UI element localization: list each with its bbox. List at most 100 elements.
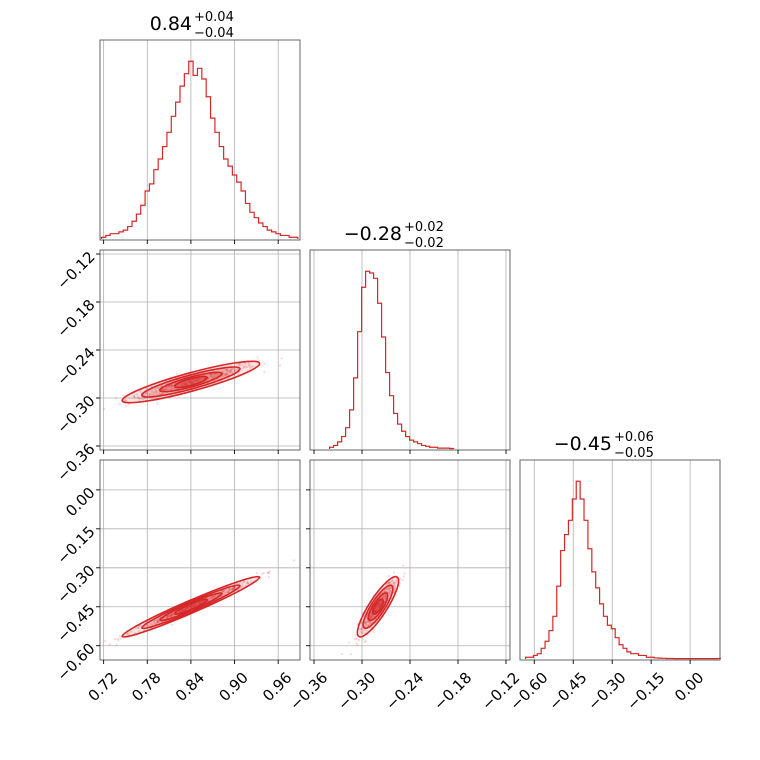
scatter-point (356, 643, 359, 647)
scatter-point (170, 387, 173, 390)
scatter-point (378, 603, 381, 607)
scatter-point (184, 608, 187, 611)
scatter-point (170, 614, 173, 617)
scatter-point (382, 596, 385, 599)
scatter-point (293, 559, 296, 562)
scatter-point (124, 405, 127, 408)
scatter-point (384, 594, 387, 597)
scatter-point (364, 640, 367, 643)
scatter-point (188, 380, 192, 383)
scatter-point (122, 394, 125, 397)
scatter-point (157, 617, 160, 620)
scatter-point (394, 585, 397, 588)
scatter-point (158, 393, 162, 396)
scatter-point (386, 590, 389, 593)
scatter-point (241, 582, 244, 585)
scatter-point (188, 605, 191, 608)
scatter-point (212, 376, 215, 379)
scatter-point (168, 614, 171, 618)
scatter-point (369, 622, 372, 625)
contour-level-1 (140, 584, 241, 630)
scatter-point (182, 609, 185, 612)
scatter-point (191, 378, 195, 381)
scatter-point (189, 380, 192, 384)
scatter-point (140, 397, 143, 400)
scatter-point (189, 381, 192, 384)
scatter-point (370, 616, 373, 619)
scatter-point (210, 375, 213, 378)
scatter-point (250, 365, 253, 368)
contour-level-0 (356, 575, 400, 638)
scatter-point (181, 609, 184, 613)
scatter-point (210, 597, 213, 600)
scatter-point (384, 594, 387, 597)
scatter-point (223, 374, 227, 377)
scatter-point (198, 377, 201, 380)
scatter-point (402, 564, 405, 567)
contour-level-3 (371, 598, 385, 615)
scatter-point (366, 620, 370, 623)
scatter-point (367, 624, 370, 627)
scatter-frame (99, 459, 301, 661)
scatter-point (170, 385, 174, 388)
scatter-point (278, 364, 282, 367)
scatter-point (381, 596, 384, 599)
scatter-point (228, 588, 231, 591)
scatter-point (152, 391, 156, 394)
scatter-point (233, 586, 237, 589)
scatter-point (364, 622, 367, 625)
scatter-point (211, 596, 214, 599)
scatter-point (227, 590, 230, 594)
scatter-point (182, 608, 185, 611)
scatter-point (195, 602, 198, 606)
scatter-point (375, 604, 379, 608)
scatter-point (182, 382, 185, 385)
title-minus-1: −0.02 (404, 236, 444, 251)
scatter-point (137, 397, 141, 400)
scatter-point (393, 582, 396, 585)
scatter-point (375, 609, 378, 612)
scatter-point (256, 356, 259, 359)
scatter-point (216, 372, 219, 376)
scatter-point (380, 602, 383, 606)
scatter-point (183, 608, 186, 611)
scatter-point (104, 639, 107, 643)
scatter-point (355, 637, 358, 640)
scatter-point (223, 368, 227, 371)
scatter-point (379, 602, 382, 605)
scatter-point (369, 615, 372, 618)
scatter-point (157, 618, 160, 621)
scatter-point (154, 389, 157, 392)
scatter-point (374, 610, 377, 613)
scatter-point (370, 617, 373, 620)
scatter-point (221, 370, 225, 373)
scatter-point (373, 608, 377, 611)
scatter-point (394, 587, 397, 590)
scatter-point (392, 571, 396, 574)
scatter-point (388, 592, 391, 596)
scatter-point (197, 378, 200, 381)
scatter-point (166, 615, 169, 618)
scatter-point (247, 364, 250, 367)
scatter-point (132, 395, 136, 398)
scatter-point (388, 588, 391, 591)
scatter-point (191, 381, 194, 384)
scatter-point (245, 366, 248, 369)
scatter-point (207, 599, 210, 602)
scatter-point (182, 382, 185, 386)
scatter-point (167, 614, 171, 617)
scatter-point (138, 630, 141, 633)
scatter-point (365, 629, 368, 632)
scatter-point (194, 603, 197, 606)
scatter-point (367, 623, 370, 627)
scatter-point (144, 387, 148, 390)
scatter-point (370, 615, 373, 618)
histogram-step-1 (329, 270, 455, 450)
scatter-point (340, 653, 344, 656)
scatter-point (225, 369, 228, 372)
scatter-point (190, 603, 194, 607)
y-tick-label-2: −0.60 (53, 640, 98, 685)
scatter-point (163, 388, 166, 391)
scatter-point (97, 643, 99, 645)
title-median-2: −0.45 (554, 433, 612, 455)
